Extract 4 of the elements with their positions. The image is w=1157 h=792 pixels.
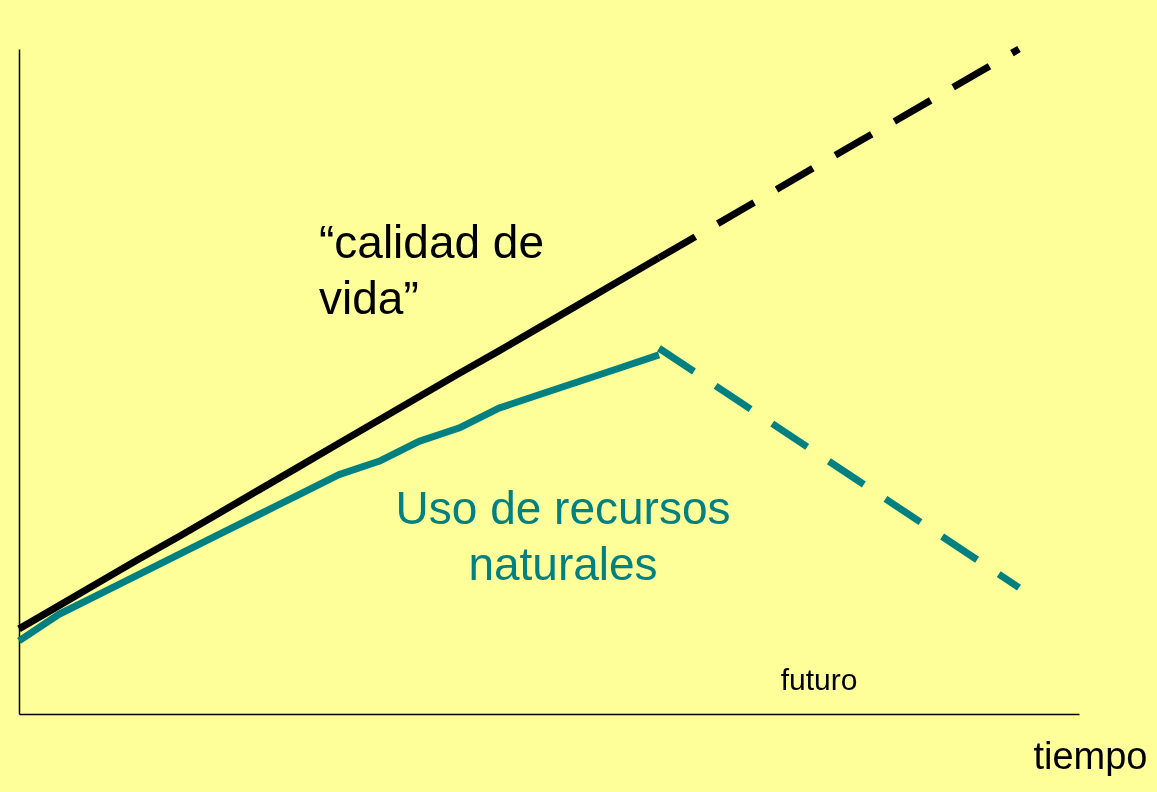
x-axis-title: tiempo <box>1033 734 1148 777</box>
annotation: futuro <box>780 662 858 696</box>
series-label: Uso de recursos naturales <box>395 481 731 590</box>
series-label: “calidad de vida” <box>319 215 545 324</box>
